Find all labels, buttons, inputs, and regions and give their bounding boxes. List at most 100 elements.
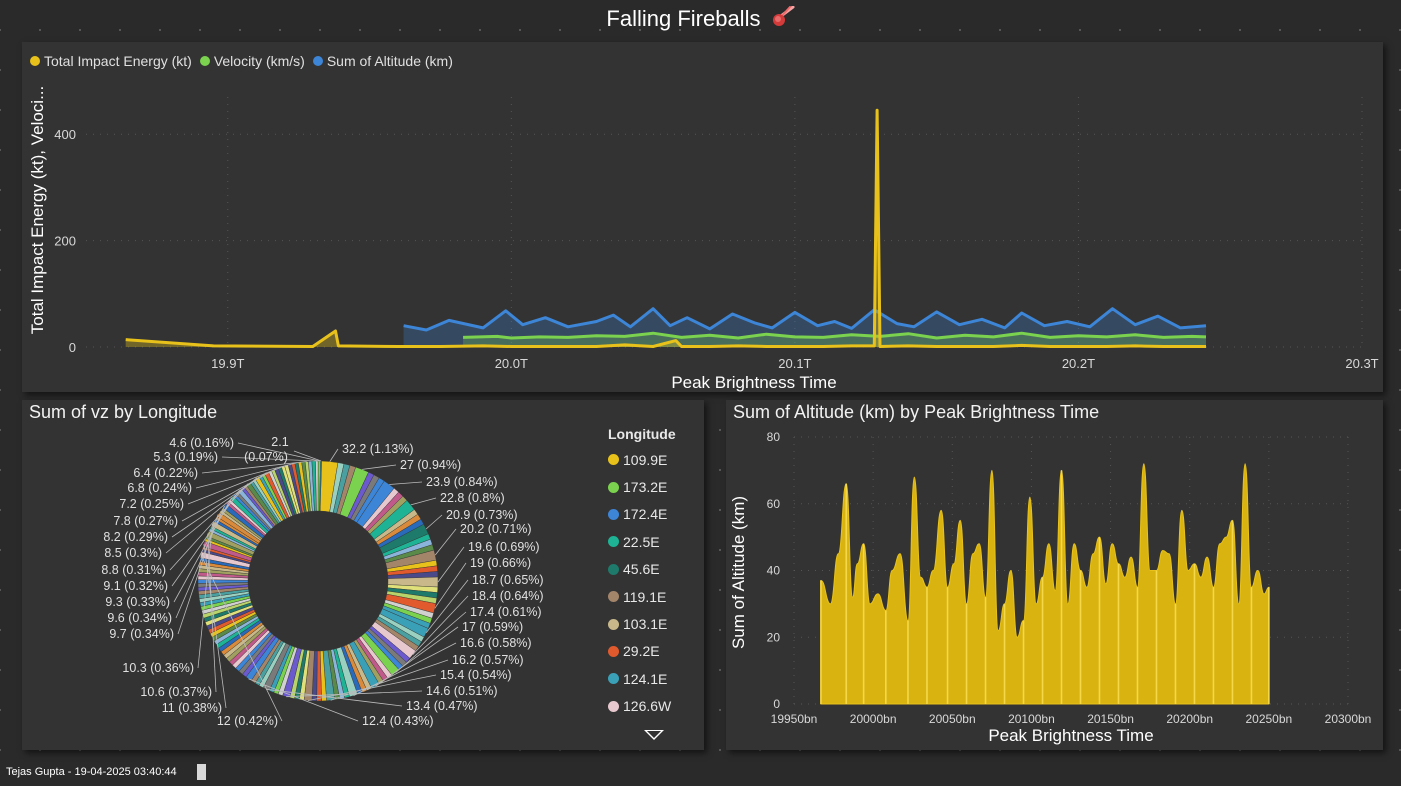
dashboard-title-text: Falling Fireballs (606, 6, 761, 31)
donut-leader-line (434, 562, 467, 609)
legend-label-altitude: Sum of Altitude (km) (326, 53, 453, 69)
line-chart-panel[interactable]: Total Impact Energy (kt) Velocity (km/s)… (22, 42, 1383, 392)
donut-data-label: 6.8 (0.24%) (127, 481, 192, 495)
donut-leader-line (410, 497, 437, 506)
donut-legend-label: 119.1E (623, 588, 667, 605)
donut-legend-item[interactable]: 172.4E (608, 501, 704, 528)
line-chart-svg[interactable]: 0 200 400 19.9T 20.0T 20.1T 20.2T 20.3T Peak Bri… (22, 42, 1383, 392)
donut-legend-swatch (608, 673, 619, 685)
donut-leader-line (248, 678, 359, 722)
legend-item-velocity[interactable]: Velocity (km/s) (199, 53, 305, 69)
y-tick-label: 200 (54, 234, 76, 249)
x-tick-label: 20050bn (929, 712, 976, 726)
donut-leader-line (293, 450, 322, 462)
donut-leader-line (412, 595, 469, 655)
donut-legend-item[interactable]: 173.2E (608, 473, 704, 500)
donut-leader-line (266, 688, 403, 707)
area-chart-panel[interactable]: Sum of Altitude (km) by Peak Brightness … (726, 400, 1383, 750)
donut-legend-item[interactable]: 126.6W (608, 693, 704, 720)
donut-legend-swatch (608, 563, 619, 575)
donut-legend-label: 29.2E (623, 643, 660, 660)
donut-data-label: 9.7 (0.34%) (109, 627, 174, 641)
legend-label-velocity: Velocity (km/s) (213, 53, 305, 69)
donut-legend-item[interactable]: 45.6E (608, 556, 704, 583)
donut-legend-label: 103.1E (623, 616, 668, 633)
y-tick-label: 20 (767, 630, 781, 644)
legend-swatch-velocity (199, 56, 210, 66)
donut-data-label: 13.4 (0.47%) (406, 699, 478, 713)
donut-leader-line (425, 514, 443, 530)
donut-leader-line (437, 546, 465, 583)
donut-leader-line (286, 690, 423, 698)
donut-data-label: 2.1 (271, 435, 288, 449)
donut-data-label: 32.2 (1.13%) (342, 442, 414, 456)
donut-legend-item[interactable]: 109.9E (608, 446, 704, 473)
line-chart-legend: Total Impact Energy (kt) Velocity (km/s)… (30, 53, 453, 69)
donut-legend-label: 126.6W (623, 698, 672, 715)
donut-data-label: 9.1 (0.32%) (103, 579, 168, 593)
legend-item-altitude[interactable]: Sum of Altitude (km) (312, 53, 453, 69)
donut-data-label: 16.2 (0.57%) (452, 653, 524, 667)
donut-data-label: 27 (0.94%) (400, 458, 461, 472)
donut-chart-svg[interactable]: 32.2 (1.13%) 27 (0.94%) 23.9 (0.84%) 22.8 (… (22, 400, 602, 750)
donut-leader-line (395, 611, 467, 673)
donut-data-label: (0.07%) (244, 450, 288, 464)
x-tick-label: 20250bn (1245, 712, 1292, 726)
y-tick-label: 400 (54, 127, 76, 142)
x-tick-label: 20.1T (778, 356, 811, 371)
donut-data-label: 7.2 (0.25%) (119, 497, 184, 511)
y-axis-title: Total Impact Energy (kt), Veloci... (28, 86, 47, 334)
donut-leader-line (201, 461, 307, 474)
donut-leader-line (181, 468, 277, 522)
chevron-down-icon[interactable] (644, 730, 664, 740)
donut-leader-line (237, 442, 320, 462)
donut-leader-line (197, 523, 213, 669)
donut-leader-line (329, 448, 339, 462)
donut-data-label: 19.6 (0.69%) (468, 540, 540, 554)
footer-credit: Tejas Gupta - 19-04-2025 03:40:44 (6, 766, 177, 778)
y-tick-label: 60 (767, 497, 781, 511)
series-area-0 (125, 110, 1207, 347)
donut-data-label: 20.2 (0.71%) (460, 522, 532, 536)
donut-legend-label: 109.9E (623, 451, 668, 468)
donut-chart-panel[interactable]: Sum of vz by Longitude 32.2 (1.13%) 27 (0… (22, 400, 704, 750)
fireball-meteor-icon (771, 5, 795, 34)
donut-data-label: 10.3 (0.36%) (122, 661, 194, 675)
donut-legend-item[interactable]: 124.1E (608, 665, 704, 692)
donut-data-label: 16.6 (0.58%) (460, 636, 532, 650)
area-fill (820, 463, 1270, 705)
donut-legend-swatch (608, 454, 619, 466)
y-tick-label: 40 (767, 564, 781, 578)
donut-data-label: 6.4 (0.22%) (133, 466, 198, 480)
donut-data-label: 17.4 (0.61%) (470, 605, 542, 619)
area-chart-svg[interactable]: 0 20 40 60 80 19950bn 20000bn 20050bn 20100bn 201… (726, 400, 1383, 750)
legend-item-energy[interactable]: Total Impact Energy (kt) (30, 53, 192, 69)
y-axis-title: Sum of Altitude (km) (729, 496, 748, 649)
donut-data-label: 19 (0.66%) (470, 556, 531, 570)
donut-legend-label: 124.1E (623, 670, 668, 687)
donut-legend-item[interactable]: 22.5E (608, 528, 704, 555)
donut-leader-line (200, 554, 283, 722)
x-tick-label: 20100bn (1008, 712, 1055, 726)
donut-leader-line (187, 464, 287, 505)
donut-legend-item[interactable]: 119.1E (608, 583, 704, 610)
donut-data-label: 8.2 (0.29%) (103, 530, 168, 544)
series-line-2 (403, 307, 1207, 332)
donut-data-label: 9.6 (0.34%) (107, 611, 172, 625)
donut-chart-title: Sum of vz by Longitude (29, 402, 218, 422)
donut-legend-label: 172.4E (623, 506, 668, 523)
donut-leader-line (195, 462, 297, 489)
donut-leader-line (389, 481, 423, 485)
donut-legend-label: 22.5E (623, 533, 660, 550)
donut-data-label: 10.6 (0.37%) (140, 685, 212, 699)
donut-data-label: 12.4 (0.43%) (362, 714, 434, 728)
donut-legend-swatch (608, 591, 619, 603)
text-cursor (197, 764, 206, 780)
donut-legend-item[interactable]: 103.1E (608, 610, 704, 637)
donut-legend-swatch (608, 508, 619, 520)
donut-data-label: 12 (0.42%) (217, 714, 278, 728)
x-tick-label: 20.0T (495, 356, 528, 371)
legend-swatch-energy (30, 56, 40, 66)
donut-data-label: 4.6 (0.16%) (169, 436, 234, 450)
donut-legend-item[interactable]: 29.2E (608, 638, 704, 665)
